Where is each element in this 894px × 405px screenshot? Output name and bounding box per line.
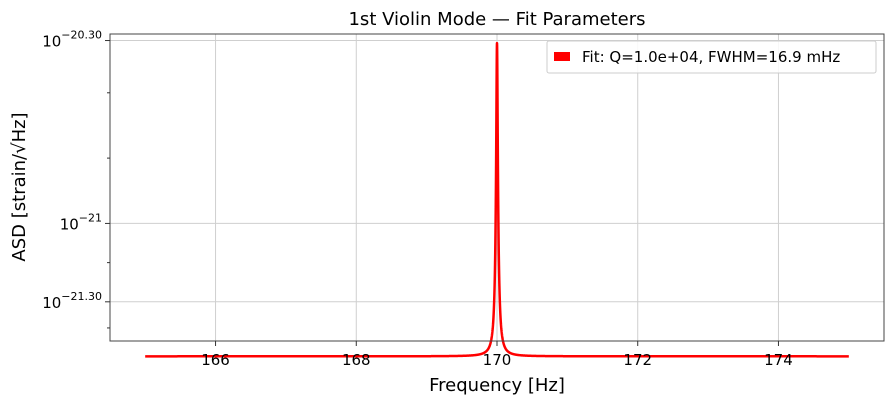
legend-box (546, 40, 877, 74)
chart-title: 1st Violin Mode — Fit Parameters (348, 9, 645, 30)
x-tick-label: 166 (201, 351, 230, 369)
x-axis: 166 168 170 172 174 (201, 341, 793, 369)
y-tick-label: 10−21 (60, 211, 102, 233)
series-layer (144, 41, 850, 358)
y-axis: 10−20.30 10−21 10−21.30 (42, 29, 110, 329)
y-tick-label: 10−21.30 (42, 290, 102, 312)
legend: Fit: Q=1.0e+04, FWHM=16.9 mHz (546, 40, 877, 74)
legend-label: Fit: Q=1.0e+04, FWHM=16.9 mHz (582, 48, 840, 66)
legend-swatch (554, 52, 570, 61)
x-tick-label: 168 (342, 351, 371, 369)
x-tick-label: 172 (623, 351, 652, 369)
y-axis-label: ASD [strain/√Hz] (9, 112, 30, 261)
x-tick-label: 170 (483, 351, 512, 369)
x-axis-label: Frequency [Hz] (429, 375, 565, 396)
x-tick-label: 174 (764, 351, 793, 369)
series-line (144, 41, 850, 358)
y-tick-label: 10−20.30 (42, 29, 102, 51)
